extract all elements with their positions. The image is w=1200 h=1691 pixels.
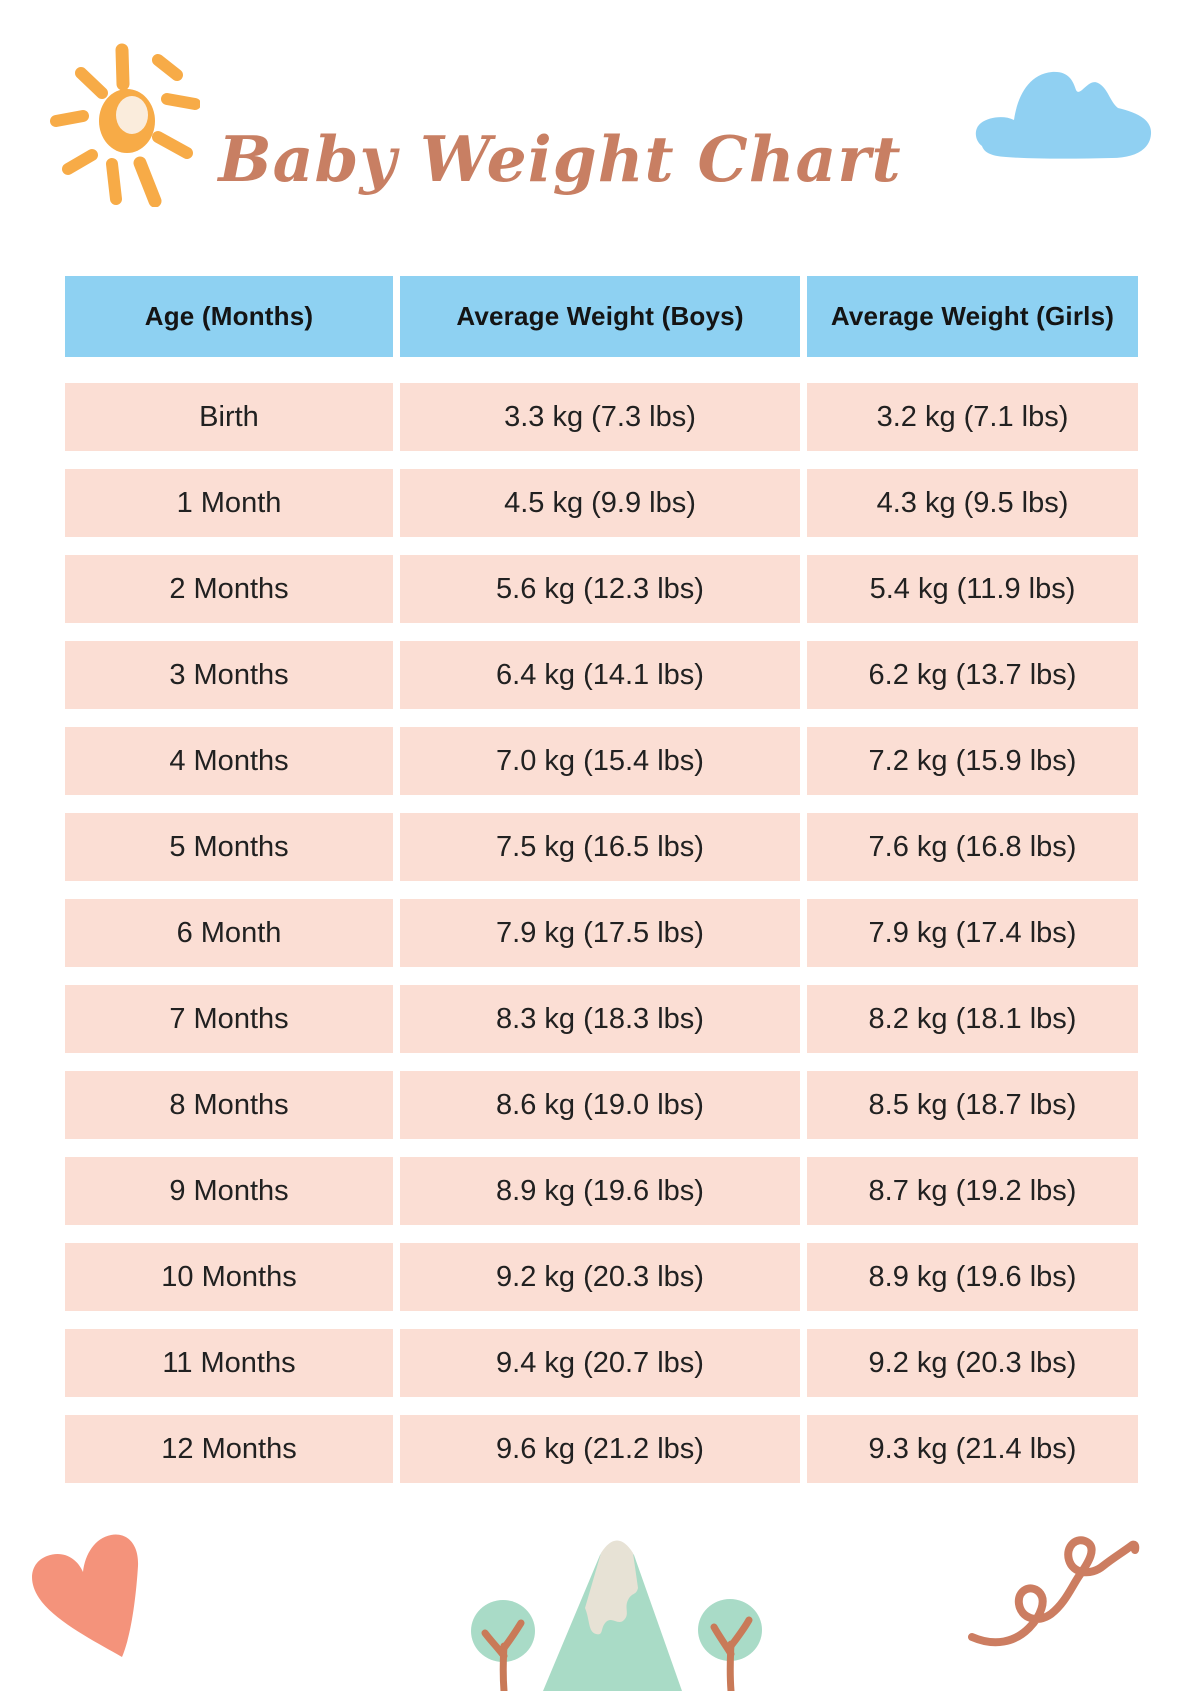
cell-girls: 9.2 kg (20.3 lbs): [807, 1329, 1138, 1397]
table-row: 9 Months 8.9 kg (19.6 lbs) 8.7 kg (19.2 lb…: [65, 1157, 1138, 1225]
cell-boys: 7.5 kg (16.5 lbs): [400, 813, 800, 881]
cell-age: 3 Months: [65, 641, 393, 709]
cell-age: Birth: [65, 383, 393, 451]
cell-boys: 9.4 kg (20.7 lbs): [400, 1329, 800, 1397]
table-row: 10 Months 9.2 kg (20.3 lbs) 8.9 kg (19.6 l…: [65, 1243, 1138, 1311]
cell-boys: 8.6 kg (19.0 lbs): [400, 1071, 800, 1139]
table-row: 7 Months 8.3 kg (18.3 lbs) 8.2 kg (18.1 lb…: [65, 985, 1138, 1053]
cell-age: 5 Months: [65, 813, 393, 881]
table-header-row: Age (Months) Average Weight (Boys) Avera…: [65, 276, 1138, 357]
cell-age: 7 Months: [65, 985, 393, 1053]
cell-boys: 7.0 kg (15.4 lbs): [400, 727, 800, 795]
column-header-girls: Average Weight (Girls): [807, 276, 1138, 357]
page-title: Baby Weight Chart: [218, 122, 902, 196]
tree-trunk: [710, 1616, 753, 1691]
cell-age: 6 Month: [65, 899, 393, 967]
table-row: 11 Months 9.4 kg (20.7 lbs) 9.2 kg (20.3 l…: [65, 1329, 1138, 1397]
cell-girls: 7.9 kg (17.4 lbs): [807, 899, 1138, 967]
table-row: 6 Month 7.9 kg (17.5 lbs) 7.9 kg (17.4 lbs…: [65, 899, 1138, 967]
cell-boys: 6.4 kg (14.1 lbs): [400, 641, 800, 709]
sun-icon: [50, 43, 200, 207]
cell-boys: 8.9 kg (19.6 lbs): [400, 1157, 800, 1225]
cell-girls: 8.5 kg (18.7 lbs): [807, 1071, 1138, 1139]
cell-girls: 9.3 kg (21.4 lbs): [807, 1415, 1138, 1483]
cell-age: 9 Months: [65, 1157, 393, 1225]
cell-age: 12 Months: [65, 1415, 393, 1483]
baby-weight-table: Age (Months) Average Weight (Boys) Avera…: [65, 276, 1138, 1483]
table-row: 3 Months 6.4 kg (14.1 lbs) 6.2 kg (13.7 lb…: [65, 641, 1138, 709]
cell-boys: 4.5 kg (9.9 lbs): [400, 469, 800, 537]
cell-girls: 3.2 kg (7.1 lbs): [807, 383, 1138, 451]
table-row: 2 Months 5.6 kg (12.3 lbs) 5.4 kg (11.9 lb…: [65, 555, 1138, 623]
cell-girls: 7.6 kg (16.8 lbs): [807, 813, 1138, 881]
table-row: 12 Months 9.6 kg (21.2 lbs) 9.3 kg (21.4 l…: [65, 1415, 1138, 1483]
cell-age: 4 Months: [65, 727, 393, 795]
cell-girls: 8.7 kg (19.2 lbs): [807, 1157, 1138, 1225]
snow-cap: [585, 1540, 638, 1635]
table-row: 5 Months 7.5 kg (16.5 lbs) 7.6 kg (16.8 lb…: [65, 813, 1138, 881]
cell-boys: 8.3 kg (18.3 lbs): [400, 985, 800, 1053]
table-row: 1 Month 4.5 kg (9.9 lbs) 4.3 kg (9.5 lbs): [65, 469, 1138, 537]
cell-age: 11 Months: [65, 1329, 393, 1397]
cell-boys: 9.2 kg (20.3 lbs): [400, 1243, 800, 1311]
cell-age: 10 Months: [65, 1243, 393, 1311]
mountain-and-trees-icon: [471, 1540, 762, 1691]
tree-trunk: [481, 1619, 525, 1691]
cell-age: 2 Months: [65, 555, 393, 623]
cell-age: 8 Months: [65, 1071, 393, 1139]
column-header-age: Age (Months): [65, 276, 393, 357]
table-row: Birth 3.3 kg (7.3 lbs) 3.2 kg (7.1 lbs): [65, 383, 1138, 451]
tree-icon: [698, 1599, 762, 1661]
squiggle-icon: [968, 1536, 1140, 1647]
table-row: 8 Months 8.6 kg (19.0 lbs) 8.5 kg (18.7 lb…: [65, 1071, 1138, 1139]
cell-boys: 9.6 kg (21.2 lbs): [400, 1415, 800, 1483]
cell-girls: 5.4 kg (11.9 lbs): [807, 555, 1138, 623]
cell-boys: 5.6 kg (12.3 lbs): [400, 555, 800, 623]
cell-boys: 3.3 kg (7.3 lbs): [400, 383, 800, 451]
cell-girls: 6.2 kg (13.7 lbs): [807, 641, 1138, 709]
table-row: 4 Months 7.0 kg (15.4 lbs) 7.2 kg (15.9 lb…: [65, 727, 1138, 795]
column-header-boys: Average Weight (Boys): [400, 276, 800, 357]
cloud-icon: [975, 71, 1152, 159]
cell-age: 1 Month: [65, 469, 393, 537]
heart-icon: [32, 1534, 139, 1657]
cell-girls: 4.3 kg (9.5 lbs): [807, 469, 1138, 537]
cell-girls: 8.9 kg (19.6 lbs): [807, 1243, 1138, 1311]
table-body: Birth 3.3 kg (7.3 lbs) 3.2 kg (7.1 lbs) 1 M…: [65, 383, 1138, 1483]
cell-girls: 7.2 kg (15.9 lbs): [807, 727, 1138, 795]
cell-boys: 7.9 kg (17.5 lbs): [400, 899, 800, 967]
tree-icon: [471, 1600, 535, 1662]
cell-girls: 8.2 kg (18.1 lbs): [807, 985, 1138, 1053]
